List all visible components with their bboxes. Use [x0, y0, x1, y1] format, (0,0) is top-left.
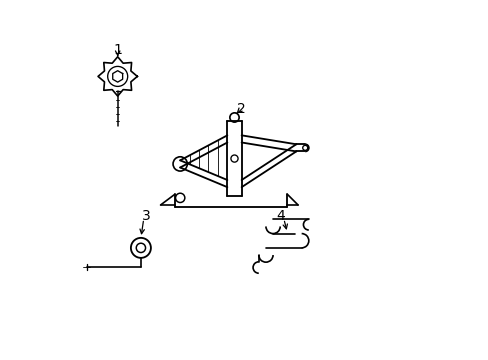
Text: 1: 1: [113, 42, 122, 57]
Text: 4: 4: [275, 209, 284, 223]
Text: 3: 3: [142, 209, 150, 223]
Text: 2: 2: [236, 102, 245, 116]
